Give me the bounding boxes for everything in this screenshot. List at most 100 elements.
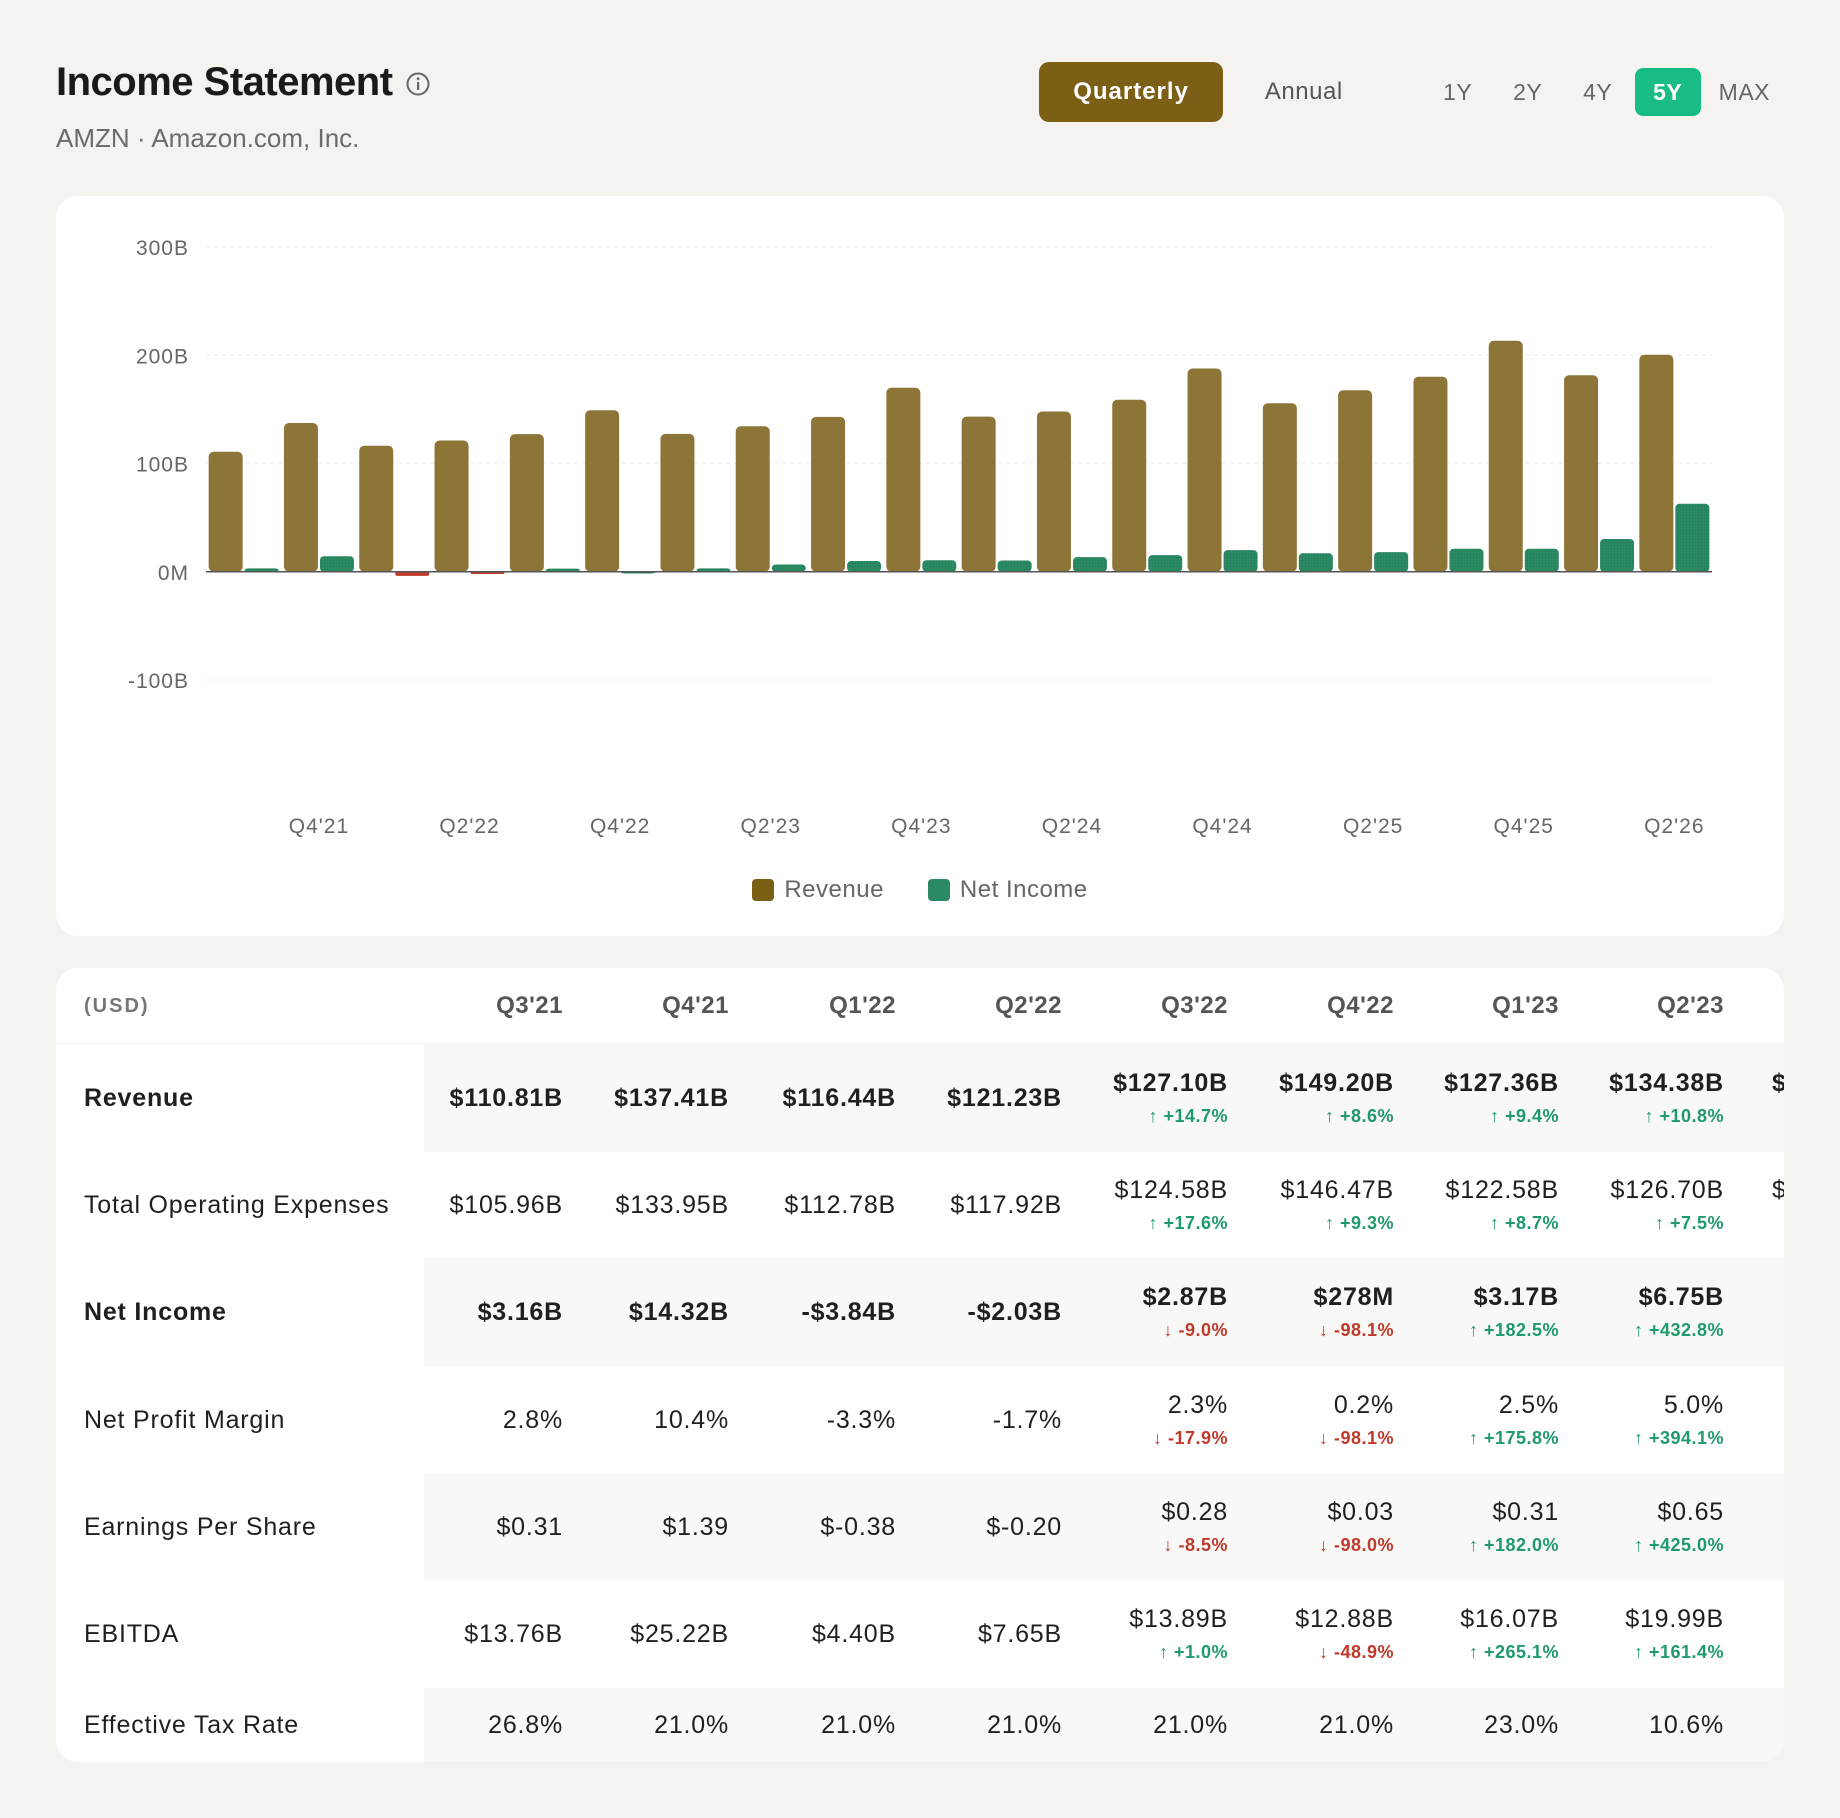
cell-value: $6.75B	[1638, 1283, 1724, 1311]
table-cell: $6.75B ↑ +432.8%	[1574, 1258, 1724, 1366]
revenue-bar	[359, 445, 394, 572]
cell-value: $126.70B	[1610, 1176, 1724, 1204]
x-tick-label: Q4'25	[1494, 815, 1554, 838]
revenue-bar	[1338, 390, 1373, 572]
table-cell: -1.7%	[912, 1366, 1062, 1474]
x-tick-label: Q2'26	[1644, 815, 1704, 838]
net-income-bar	[1374, 552, 1409, 572]
cell-value: $13.76B	[464, 1619, 563, 1648]
table-row[interactable]: Revenue $110.81B $137.41B $116.44B $121.23B $…	[56, 1044, 1784, 1152]
column-header: Q2'22	[995, 992, 1062, 1019]
cell-value: $25.22B	[630, 1619, 729, 1648]
x-tick-label: Q2'25	[1343, 815, 1403, 838]
table-cell: 23.0%	[1409, 1688, 1559, 1762]
table-cell: 10.4%	[579, 1366, 729, 1474]
table-cell: $127.10B ↑ +14.7%	[1078, 1044, 1228, 1152]
net-income-bar	[1148, 555, 1183, 572]
unit-label: (USD)	[84, 994, 150, 1017]
column-header: Q1'22	[829, 992, 896, 1019]
range-1y-button[interactable]: 1Y	[1443, 78, 1473, 105]
table-cell: $121.23B	[912, 1044, 1062, 1152]
range-selector: 1Y 2Y 4Y 5Y MAX	[1425, 68, 1784, 116]
chart-legend: Revenue Net Income	[56, 876, 1784, 904]
revenue-bar	[509, 434, 544, 572]
table-row[interactable]: Earnings Per Share $0.31 $1.39 $-0.38 $-0.20…	[56, 1474, 1784, 1580]
row-label: Net Income	[84, 1297, 227, 1326]
company-subtitle: AMZN · Amazon.com, Inc.	[56, 123, 360, 153]
net-income-bar	[771, 564, 806, 572]
range-5y-button[interactable]: 5Y	[1634, 68, 1701, 116]
table-row[interactable]: Net Profit Margin 2.8% 10.4% -3.3% -1.7% 2.3%…	[56, 1366, 1784, 1474]
table-row[interactable]: Total Operating Expenses $105.96B $133.95B…	[56, 1152, 1784, 1258]
clipped-cell: $	[1772, 1044, 1784, 1152]
net-income-bar	[1600, 538, 1635, 572]
table-cell: 26.8%	[413, 1688, 563, 1762]
revenue-bar	[1036, 411, 1071, 572]
cell-value: $-0.38	[820, 1512, 896, 1541]
net-income-bar	[696, 568, 731, 572]
cell-value: 21.0%	[821, 1710, 896, 1739]
cell-value: $134.38B	[1609, 1069, 1724, 1097]
revenue-bar	[434, 440, 469, 572]
range-4y-button[interactable]: 4Y	[1583, 78, 1613, 105]
cell-change: ↑ +182.0%	[1468, 1535, 1559, 1555]
table-cell: $0.31	[413, 1474, 563, 1580]
row-shading	[424, 1044, 1784, 1152]
table-cell: 2.8%	[413, 1366, 563, 1474]
table-cell: 2.5% ↑ +175.8%	[1409, 1366, 1559, 1474]
row-label: Net Profit Margin	[84, 1405, 286, 1434]
table-cell: $127.36B ↑ +9.4%	[1409, 1044, 1559, 1152]
cell-value: $	[1772, 1069, 1784, 1097]
revenue-bar	[1639, 354, 1674, 572]
table-cell: $126.70B ↑ +7.5%	[1574, 1152, 1724, 1258]
range-2y-button[interactable]: 2Y	[1513, 78, 1543, 105]
net-income-bar	[1675, 503, 1710, 572]
revenue-bar	[283, 423, 318, 572]
cell-change: ↑ +8.6%	[1324, 1106, 1394, 1126]
cell-value: $127.36B	[1444, 1069, 1559, 1097]
table-row[interactable]: EBITDA $13.76B $25.22B $4.40B $7.65B $13.89B ↑…	[56, 1580, 1784, 1688]
cell-value: 10.6%	[1649, 1710, 1724, 1739]
range-max-button[interactable]: MAX	[1718, 78, 1770, 105]
table-row[interactable]: Net Income $3.16B $14.32B -$3.84B -$2.03B $2.…	[56, 1258, 1784, 1366]
table-cell: $117.92B	[912, 1152, 1062, 1258]
info-icon[interactable]	[405, 71, 431, 97]
header: Income Statement AMZN · Amazon.com, Inc.…	[56, 60, 1784, 170]
legend-item-revenue[interactable]: Revenue	[752, 876, 884, 904]
table-cell: $116.44B	[746, 1044, 896, 1152]
cell-value: $0.03	[1327, 1498, 1394, 1526]
legend-item-net-income[interactable]: Net Income	[927, 876, 1088, 904]
table-cell: $124.58B ↑ +17.6%	[1078, 1152, 1228, 1258]
revenue-bar	[660, 433, 695, 572]
cell-value: $7.65B	[977, 1619, 1062, 1648]
cell-change: ↑ +265.1%	[1468, 1642, 1559, 1662]
revenue-swatch	[752, 879, 775, 901]
cell-value: $124.58B	[1114, 1176, 1228, 1204]
cell-value: $105.96B	[449, 1190, 563, 1219]
cell-value: $133.95B	[615, 1190, 729, 1219]
table-cell: $19.99B ↑ +161.4%	[1574, 1580, 1724, 1688]
table-cell: 21.0%	[1244, 1688, 1394, 1762]
table-cell: 21.0%	[579, 1688, 729, 1762]
table-cell: $1.39	[579, 1474, 729, 1580]
cell-change: ↑ +432.8%	[1633, 1320, 1724, 1340]
cell-value: $146.47B	[1280, 1176, 1394, 1204]
column-header: Q2'23	[1657, 992, 1724, 1019]
cell-value: 5.0%	[1663, 1391, 1724, 1419]
row-label: Revenue	[84, 1083, 194, 1112]
row-label: Earnings Per Share	[84, 1512, 317, 1541]
income-chart: 300B 200B 100B 0M -100B Q4'21 Q2'22 Q4'22 Q2'23 Q…	[128, 237, 1712, 838]
table-cell: 2.3% ↓ -17.9%	[1078, 1366, 1228, 1474]
net-income-bar	[997, 560, 1032, 572]
cell-change: ↑ +9.4%	[1489, 1106, 1559, 1126]
table-cell: $13.76B	[413, 1580, 563, 1688]
table-cell: $0.65 ↑ +425.0%	[1574, 1474, 1724, 1580]
y-tick-label: 0M	[158, 562, 189, 585]
table-row[interactable]: Effective Tax Rate 26.8% 21.0% 21.0% 21.0% 21…	[56, 1688, 1784, 1762]
row-shading	[424, 1258, 1784, 1366]
column-header: Q3'21	[496, 992, 563, 1019]
period-annual-button[interactable]: Annual	[1264, 78, 1343, 105]
net-income-bar	[1524, 548, 1559, 572]
period-quarterly-button[interactable]: Quarterly	[1039, 62, 1223, 122]
